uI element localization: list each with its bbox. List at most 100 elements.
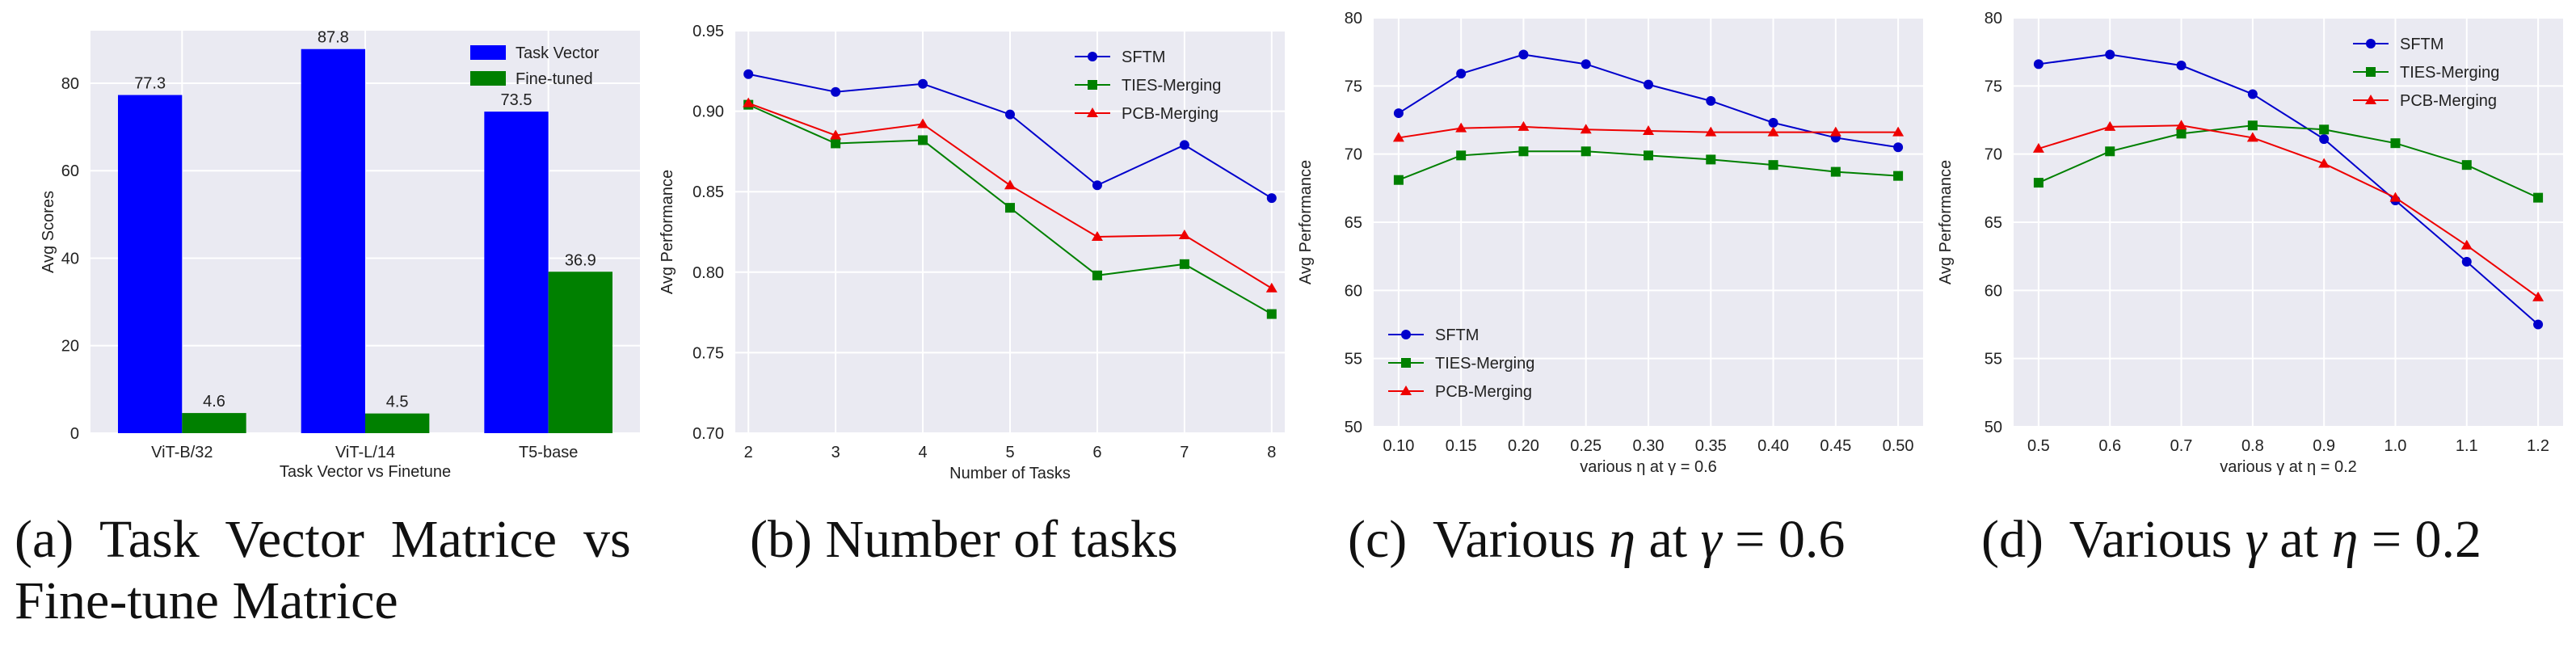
data-point-sftm [918,78,928,89]
plot-b-ytick-label: 0.80 [692,264,724,282]
data-point-sftm [831,86,841,97]
legend-marker [1400,385,1412,395]
plot-c-xtick-label: 0.15 [1446,437,1477,455]
data-point-pcb-merging [743,97,755,107]
legend-label: TIES-Merging [1435,355,1534,373]
caption-d-gamma: γ [2245,510,2267,569]
plot-c-ylabel: Avg Performance [1297,160,1315,284]
data-point-ties-merging [1893,171,1904,181]
plot-c-xtick-label: 0.25 [1570,437,1602,455]
data-point-sftm [2176,61,2187,71]
series-line-sftm [2038,53,2539,326]
plot-a-ytick-label: 80 [61,75,79,93]
data-point-ties-merging [1179,259,1189,269]
plot-b-xlabel: Number of Tasks [949,465,1071,482]
data-point-sftm [2461,256,2472,267]
plot-d-xtick-label: 1.2 [2527,437,2549,455]
plot-d-ytick-label: 75 [1985,78,2002,95]
legend-swatch [470,45,506,60]
bar-value-label: 87.8 [318,29,349,47]
data-point-sftm [2533,319,2544,330]
data-point-ties-merging [831,138,841,149]
plot-c-xtick-label: 0.50 [1883,437,1914,455]
data-point-pcb-merging [917,118,929,128]
plot-c-ytick-label: 55 [1345,351,1362,369]
data-point-sftm [1092,180,1102,191]
plot-a-xtick-label: ViT-L/14 [335,444,395,461]
plot-b-xtick-label: 4 [919,444,928,461]
data-point-sftm [1456,69,1467,79]
legend-marker [2365,95,2376,104]
plot-d-xtick-label: 0.8 [2241,437,2264,455]
caption-c-part: (c) Various [1348,510,1610,569]
data-point-sftm [1706,95,1716,106]
data-point-ties-merging [1706,154,1716,165]
plot-c-xtick-label: 0.30 [1633,437,1665,455]
plot-d-ytick-label: 70 [1985,146,2002,164]
plot-c-xtick-label: 0.35 [1695,437,1727,455]
data-point-pcb-merging [2318,158,2330,168]
data-point-ties-merging [1830,166,1841,177]
plot-b-xtick-label: 8 [1267,444,1276,461]
plot-d-ytick-label: 60 [1985,282,2002,300]
data-point-ties-merging [2105,146,2115,157]
bar-fine-tuned [548,272,612,433]
plot-a-ytick-label: 0 [70,425,79,443]
caption-d-part: = 0.2 [2358,510,2482,569]
data-point-pcb-merging [1829,126,1842,137]
legend-label: TIES-Merging [2400,64,2499,82]
legend-label: TIES-Merging [1122,77,1221,95]
legend-label: SFTM [2400,36,2443,53]
data-point-pcb-merging [2460,239,2473,250]
caption-b: (b) Number of tasks [750,510,1178,569]
plot-d-xtick-label: 1.0 [2384,437,2407,455]
series-line-pcb-merging [2038,124,2539,298]
data-point-ties-merging [2390,138,2401,149]
data-point-ties-merging [2533,192,2544,203]
data-point-ties-merging [1644,150,1653,161]
data-point-ties-merging [2319,124,2330,135]
data-point-sftm [1644,79,1653,90]
caption-c-gamma: γ [1700,510,1722,569]
plot-b-ytick-label: 0.85 [692,183,724,201]
plot-a-xlabel: Task Vector vs Finetune [280,463,451,481]
caption-c-part: at [1635,510,1701,569]
caption-c-part: = 0.6 [1721,510,1846,569]
data-point-pcb-merging [1091,230,1103,241]
data-point-pcb-merging [1580,124,1592,134]
legend-marker [1088,80,1097,90]
data-point-sftm [2247,89,2258,99]
plot-c-ytick-label: 60 [1345,282,1362,300]
plot-a-ylabel: Avg Scores [40,191,57,273]
legend-label: PCB-Merging [1122,105,1219,123]
plot-d-ytick-label: 80 [1985,10,2002,27]
legend-marker [1401,330,1411,339]
data-point-sftm [1518,49,1529,60]
data-point-ties-merging [1518,146,1529,157]
data-point-pcb-merging [2532,291,2544,301]
data-point-sftm [2319,134,2330,145]
legend-marker [1401,358,1411,368]
data-point-ties-merging [1092,270,1102,280]
data-point-pcb-merging [1767,126,1779,137]
plot-c-ytick-label: 75 [1345,78,1362,95]
bar-fine-tuned [365,413,430,433]
bar-task-vector [301,48,365,434]
bar-value-label: 4.5 [386,394,409,411]
data-point-pcb-merging [2246,132,2258,142]
data-point-pcb-merging [1643,124,1654,135]
plot-b-ytick-label: 0.70 [692,425,724,443]
plot-c-xtick-label: 0.10 [1383,437,1414,455]
plot-b-xtick-label: 7 [1180,444,1189,461]
data-point-ties-merging [1768,160,1778,171]
legend-label: PCB-Merging [2400,92,2497,110]
plot-d-ytick-label: 65 [1985,214,2002,232]
caption-a-line1: (a) Task Vector Matrice vs [15,510,631,569]
data-point-ties-merging [1005,203,1015,213]
legend-label: SFTM [1435,326,1479,344]
plot-d-xtick-label: 0.6 [2098,437,2121,455]
plot-d-ytick-label: 55 [1985,351,2002,369]
bar-value-label: 36.9 [565,251,596,269]
